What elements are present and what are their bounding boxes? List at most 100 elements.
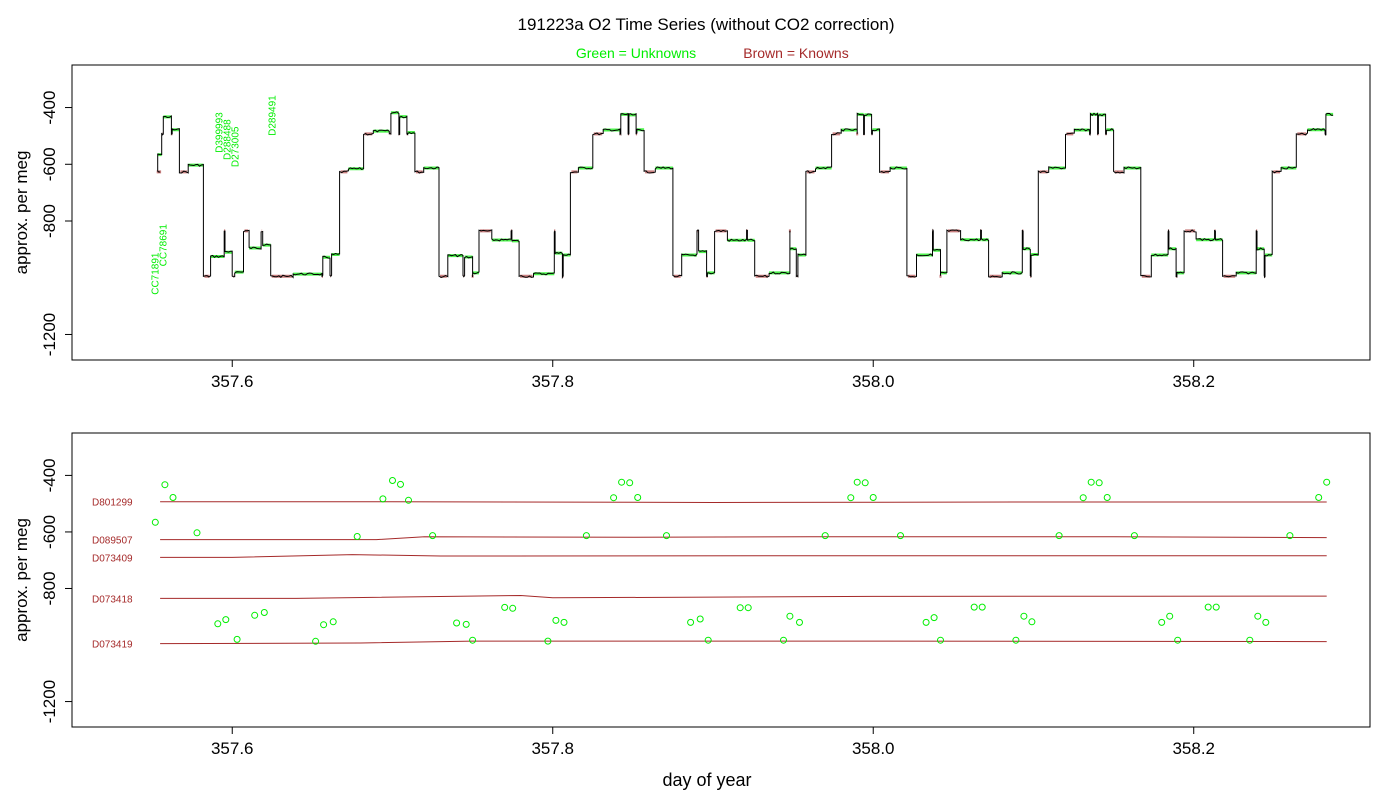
unknown-point bbox=[847, 494, 855, 502]
unknown-point bbox=[663, 532, 670, 540]
unknown-point bbox=[320, 621, 328, 629]
unknown-point bbox=[970, 603, 978, 611]
top-plot-frame bbox=[71, 64, 1371, 361]
unknown-point bbox=[1028, 618, 1036, 626]
unknown-point bbox=[501, 603, 509, 611]
unknown-point bbox=[552, 616, 560, 624]
unknown-point bbox=[1286, 532, 1294, 540]
unknown-point bbox=[1246, 636, 1254, 644]
unknown-point bbox=[169, 494, 177, 501]
unknown-point bbox=[560, 618, 568, 626]
unknown-point bbox=[429, 532, 437, 540]
unknown-point bbox=[1103, 494, 1111, 501]
unknown-point bbox=[214, 620, 222, 628]
unknown-point bbox=[1087, 478, 1095, 486]
unknown-point bbox=[544, 637, 552, 645]
unknown-point bbox=[1020, 612, 1028, 620]
known-label-d073409: D073409 bbox=[92, 553, 133, 564]
unknown-point bbox=[696, 615, 704, 623]
annotation-cc78691: CC78691 bbox=[158, 224, 169, 267]
unknown-point bbox=[1079, 494, 1087, 502]
unknown-point bbox=[397, 480, 404, 488]
top-x-tick-label: 358.0 bbox=[852, 372, 895, 391]
unknown-point bbox=[312, 637, 320, 645]
unknown-point bbox=[744, 604, 752, 612]
known-label-d089507: D089507 bbox=[92, 536, 133, 547]
unknown-point bbox=[937, 636, 944, 644]
top-trace bbox=[157, 111, 1334, 280]
bottom-plot-frame bbox=[71, 432, 1371, 728]
top-y-tick-label: -400 bbox=[40, 91, 59, 125]
unknown-point bbox=[379, 495, 387, 503]
unknown-point bbox=[405, 496, 412, 504]
unknown-point bbox=[978, 603, 986, 611]
annotation-d288488: D288488 bbox=[223, 119, 234, 160]
unknown-point bbox=[1012, 636, 1020, 644]
unknown-point bbox=[786, 612, 794, 620]
unknown-point bbox=[1204, 603, 1212, 611]
unknown-point bbox=[193, 529, 201, 537]
known-line-d073418 bbox=[160, 594, 1327, 599]
unknown-point bbox=[1055, 532, 1063, 540]
unknown-point bbox=[1315, 494, 1323, 501]
top-y-axis-label: approx. per meg bbox=[12, 151, 31, 275]
unknown-point bbox=[853, 478, 861, 486]
top-y-tick-label: -800 bbox=[40, 204, 59, 238]
known-label-d801299: D801299 bbox=[92, 498, 133, 509]
bottom-x-tick-label: 358.2 bbox=[1172, 739, 1215, 758]
top-y-tick-label: -1200 bbox=[40, 313, 59, 356]
unknown-point bbox=[821, 532, 829, 540]
bottom-y-axis-label: approx. per meg bbox=[12, 518, 31, 642]
unknown-point bbox=[151, 518, 159, 526]
bottom-x-tick-label: 357.8 bbox=[531, 739, 574, 758]
unknown-point bbox=[897, 532, 904, 540]
unknown-point bbox=[1212, 603, 1220, 611]
legend-knowns: Brown = Knowns bbox=[743, 45, 848, 61]
bottom-y-tick-label: -400 bbox=[40, 458, 59, 492]
known-line-d073409 bbox=[160, 554, 1327, 558]
unknown-point bbox=[922, 618, 930, 626]
bottom-y-tick-label: -1200 bbox=[40, 680, 59, 723]
unknown-point bbox=[222, 616, 230, 624]
unknown-point bbox=[736, 604, 744, 612]
bottom-x-tick-label: 358.0 bbox=[852, 739, 895, 758]
known-line-d073419 bbox=[160, 640, 1327, 645]
x-axis-label: day of year bbox=[662, 770, 751, 790]
unknown-point bbox=[1174, 636, 1182, 644]
unknown-point bbox=[462, 620, 470, 628]
known-label-d073419: D073419 bbox=[92, 640, 133, 651]
top-x-tick-label: 357.6 bbox=[211, 372, 254, 391]
annotation-d399993: D399993 bbox=[215, 112, 226, 153]
bottom-y-tick-label: -800 bbox=[40, 571, 59, 605]
chart-title: 191223a O2 Time Series (without CO2 corr… bbox=[517, 15, 894, 34]
unknown-point bbox=[161, 481, 169, 489]
unknown-point bbox=[634, 494, 642, 501]
unknown-point bbox=[869, 494, 877, 501]
unknown-point bbox=[1130, 532, 1138, 540]
legend-unknowns: Green = Unknowns bbox=[576, 45, 696, 61]
unknown-point bbox=[353, 533, 361, 540]
known-line-d801299 bbox=[160, 501, 1327, 504]
unknown-point bbox=[509, 604, 517, 612]
unknown-point bbox=[704, 636, 712, 644]
top-x-tick-label: 358.2 bbox=[1172, 372, 1215, 391]
unknown-point bbox=[389, 477, 396, 484]
unknown-point bbox=[626, 479, 634, 487]
unknown-point bbox=[329, 618, 337, 626]
unknown-point bbox=[251, 611, 259, 619]
unknown-point bbox=[1166, 612, 1174, 620]
unknown-point bbox=[861, 479, 869, 487]
unknown-point bbox=[1254, 612, 1262, 620]
unknown-point bbox=[453, 619, 461, 627]
unknown-point bbox=[618, 478, 626, 486]
unknown-point bbox=[780, 636, 787, 644]
top-x-tick-label: 357.8 bbox=[531, 372, 574, 391]
known-label-d073418: D073418 bbox=[92, 594, 133, 605]
unknown-point bbox=[1262, 618, 1270, 626]
annotation-d273005: D273005 bbox=[231, 126, 242, 167]
bottom-panel: 357.6 357.8 358.0 358.2 -400 -600 -800 -1200 app… bbox=[12, 432, 1371, 758]
unknown-point bbox=[610, 494, 618, 502]
unknown-point bbox=[233, 635, 241, 643]
annotation-d289491: D289491 bbox=[268, 95, 279, 136]
